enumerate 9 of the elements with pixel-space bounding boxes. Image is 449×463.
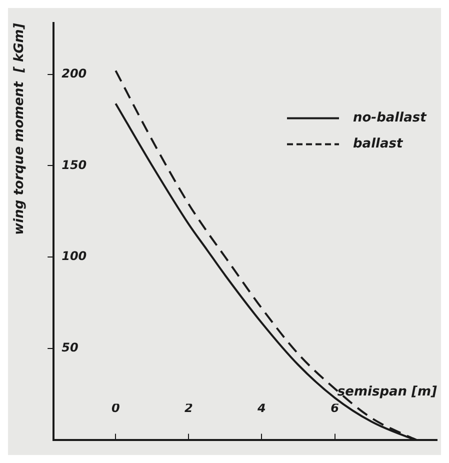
y-tick-label: 150 [62,158,87,172]
y-tick-label: 100 [62,249,87,264]
legend-label: ballast [353,136,404,152]
y-tick-label: 50 [62,340,78,355]
y-axis-title: wing torque moment [ kGm] [12,23,28,235]
x-tick-label: 4 [256,401,266,416]
legend-label: no-ballast [353,110,428,126]
x-axis-title: semispan [m] [337,384,438,400]
y-tick-label: 200 [62,66,87,80]
